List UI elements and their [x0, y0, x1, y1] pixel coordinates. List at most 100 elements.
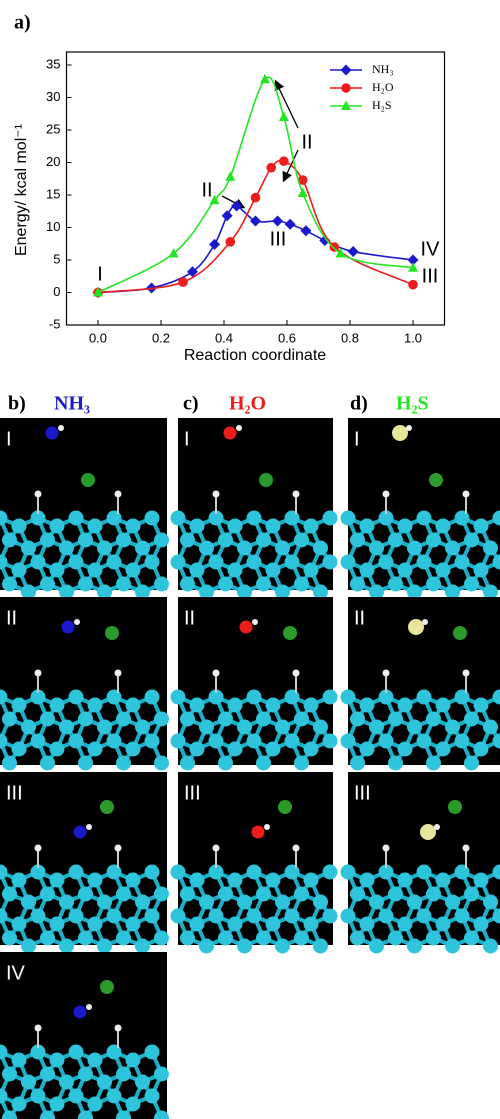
- atom: [275, 720, 290, 735]
- atom: [218, 577, 233, 592]
- structure-image: [0, 772, 169, 954]
- atom: [31, 1089, 46, 1104]
- atom: [256, 887, 271, 902]
- atom: [171, 555, 186, 570]
- atom: [69, 555, 84, 570]
- atom: [88, 873, 103, 888]
- atom: [12, 563, 27, 578]
- point: [226, 237, 236, 247]
- frame-label: I: [6, 428, 12, 450]
- atom: [12, 698, 27, 713]
- atom: [12, 873, 27, 888]
- cl-atom: [100, 800, 114, 814]
- atom: [69, 1089, 84, 1104]
- y-tick-label: 0: [53, 284, 60, 299]
- atom: [31, 909, 46, 924]
- h-atom: [115, 845, 122, 852]
- atom: [417, 865, 432, 880]
- atom: [97, 939, 112, 954]
- y-tick-label: 30: [46, 89, 60, 104]
- atom: [388, 533, 403, 548]
- atom: [388, 887, 403, 902]
- h-atom: [463, 670, 470, 677]
- atom: [474, 698, 489, 713]
- atom: [59, 939, 74, 954]
- atom: [323, 734, 338, 749]
- panel-label: b): [8, 393, 26, 415]
- atom: [190, 917, 205, 932]
- atom: [180, 756, 195, 771]
- panel-molecule: H₂S: [396, 393, 429, 415]
- atom: [135, 541, 150, 556]
- atom: [88, 742, 103, 757]
- atom: [436, 563, 451, 578]
- x-tick-label: 0.4: [215, 330, 233, 345]
- atom: [88, 519, 103, 534]
- atom: [180, 577, 195, 592]
- atom: [350, 756, 365, 771]
- annotation: II: [301, 131, 312, 153]
- atom: [59, 720, 74, 735]
- atom: [483, 939, 498, 954]
- h-atom: [434, 824, 440, 830]
- atom: [154, 712, 169, 727]
- atom: [12, 1053, 27, 1068]
- page: a) Reaction coordinate Energy/ kcal mol⁻…: [0, 0, 500, 1119]
- atom: [228, 742, 243, 757]
- y-tick-label: 5: [53, 251, 60, 266]
- h-atom: [463, 491, 470, 498]
- atom: [2, 1067, 17, 1082]
- atom: [294, 756, 309, 771]
- atom: [323, 555, 338, 570]
- atom: [40, 577, 55, 592]
- atom: [285, 909, 300, 924]
- atom: [2, 931, 17, 946]
- y-tick-label: -5: [49, 316, 61, 331]
- atom: [209, 734, 224, 749]
- atom: [199, 895, 214, 910]
- x-axis-label: Reaction coordinate: [184, 347, 326, 364]
- structure-image: [0, 597, 169, 771]
- x-tick-label: 0.0: [89, 330, 107, 345]
- atom: [97, 895, 112, 910]
- atom: [97, 541, 112, 556]
- atom: [341, 511, 356, 526]
- point: [279, 156, 289, 166]
- atom: [154, 577, 169, 592]
- molecule-atom: [224, 427, 237, 440]
- annotation: III: [270, 228, 287, 250]
- y-axis-label: Energy/ kcal mol⁻¹: [13, 124, 30, 256]
- panel-molecule: H₂O: [229, 393, 266, 415]
- atom: [154, 756, 169, 771]
- atom: [126, 698, 141, 713]
- atom: [426, 756, 441, 771]
- atom: [474, 917, 489, 932]
- y-tick-label: 15: [46, 186, 60, 201]
- atom: [455, 909, 470, 924]
- atom: [145, 734, 160, 749]
- atom: [218, 887, 233, 902]
- atom: [304, 563, 319, 578]
- atom: [388, 577, 403, 592]
- point: [209, 239, 220, 250]
- atom: [294, 887, 309, 902]
- structure-image: [0, 952, 169, 1119]
- atom: [247, 734, 262, 749]
- atom: [436, 917, 451, 932]
- h-atom: [74, 619, 80, 625]
- point: [266, 163, 276, 173]
- atom: [436, 519, 451, 534]
- y-tick-label: 35: [46, 56, 60, 71]
- atom: [247, 690, 262, 705]
- atom: [341, 555, 356, 570]
- atom: [12, 742, 27, 757]
- atom: [50, 563, 65, 578]
- atom: [135, 720, 150, 735]
- atom: [171, 909, 186, 924]
- point: [225, 171, 235, 181]
- cl-atom: [105, 626, 119, 640]
- atom: [107, 1089, 122, 1104]
- figure: a) Reaction coordinate Energy/ kcal mol⁻…: [0, 0, 500, 1119]
- atom: [78, 577, 93, 592]
- atom: [313, 939, 328, 954]
